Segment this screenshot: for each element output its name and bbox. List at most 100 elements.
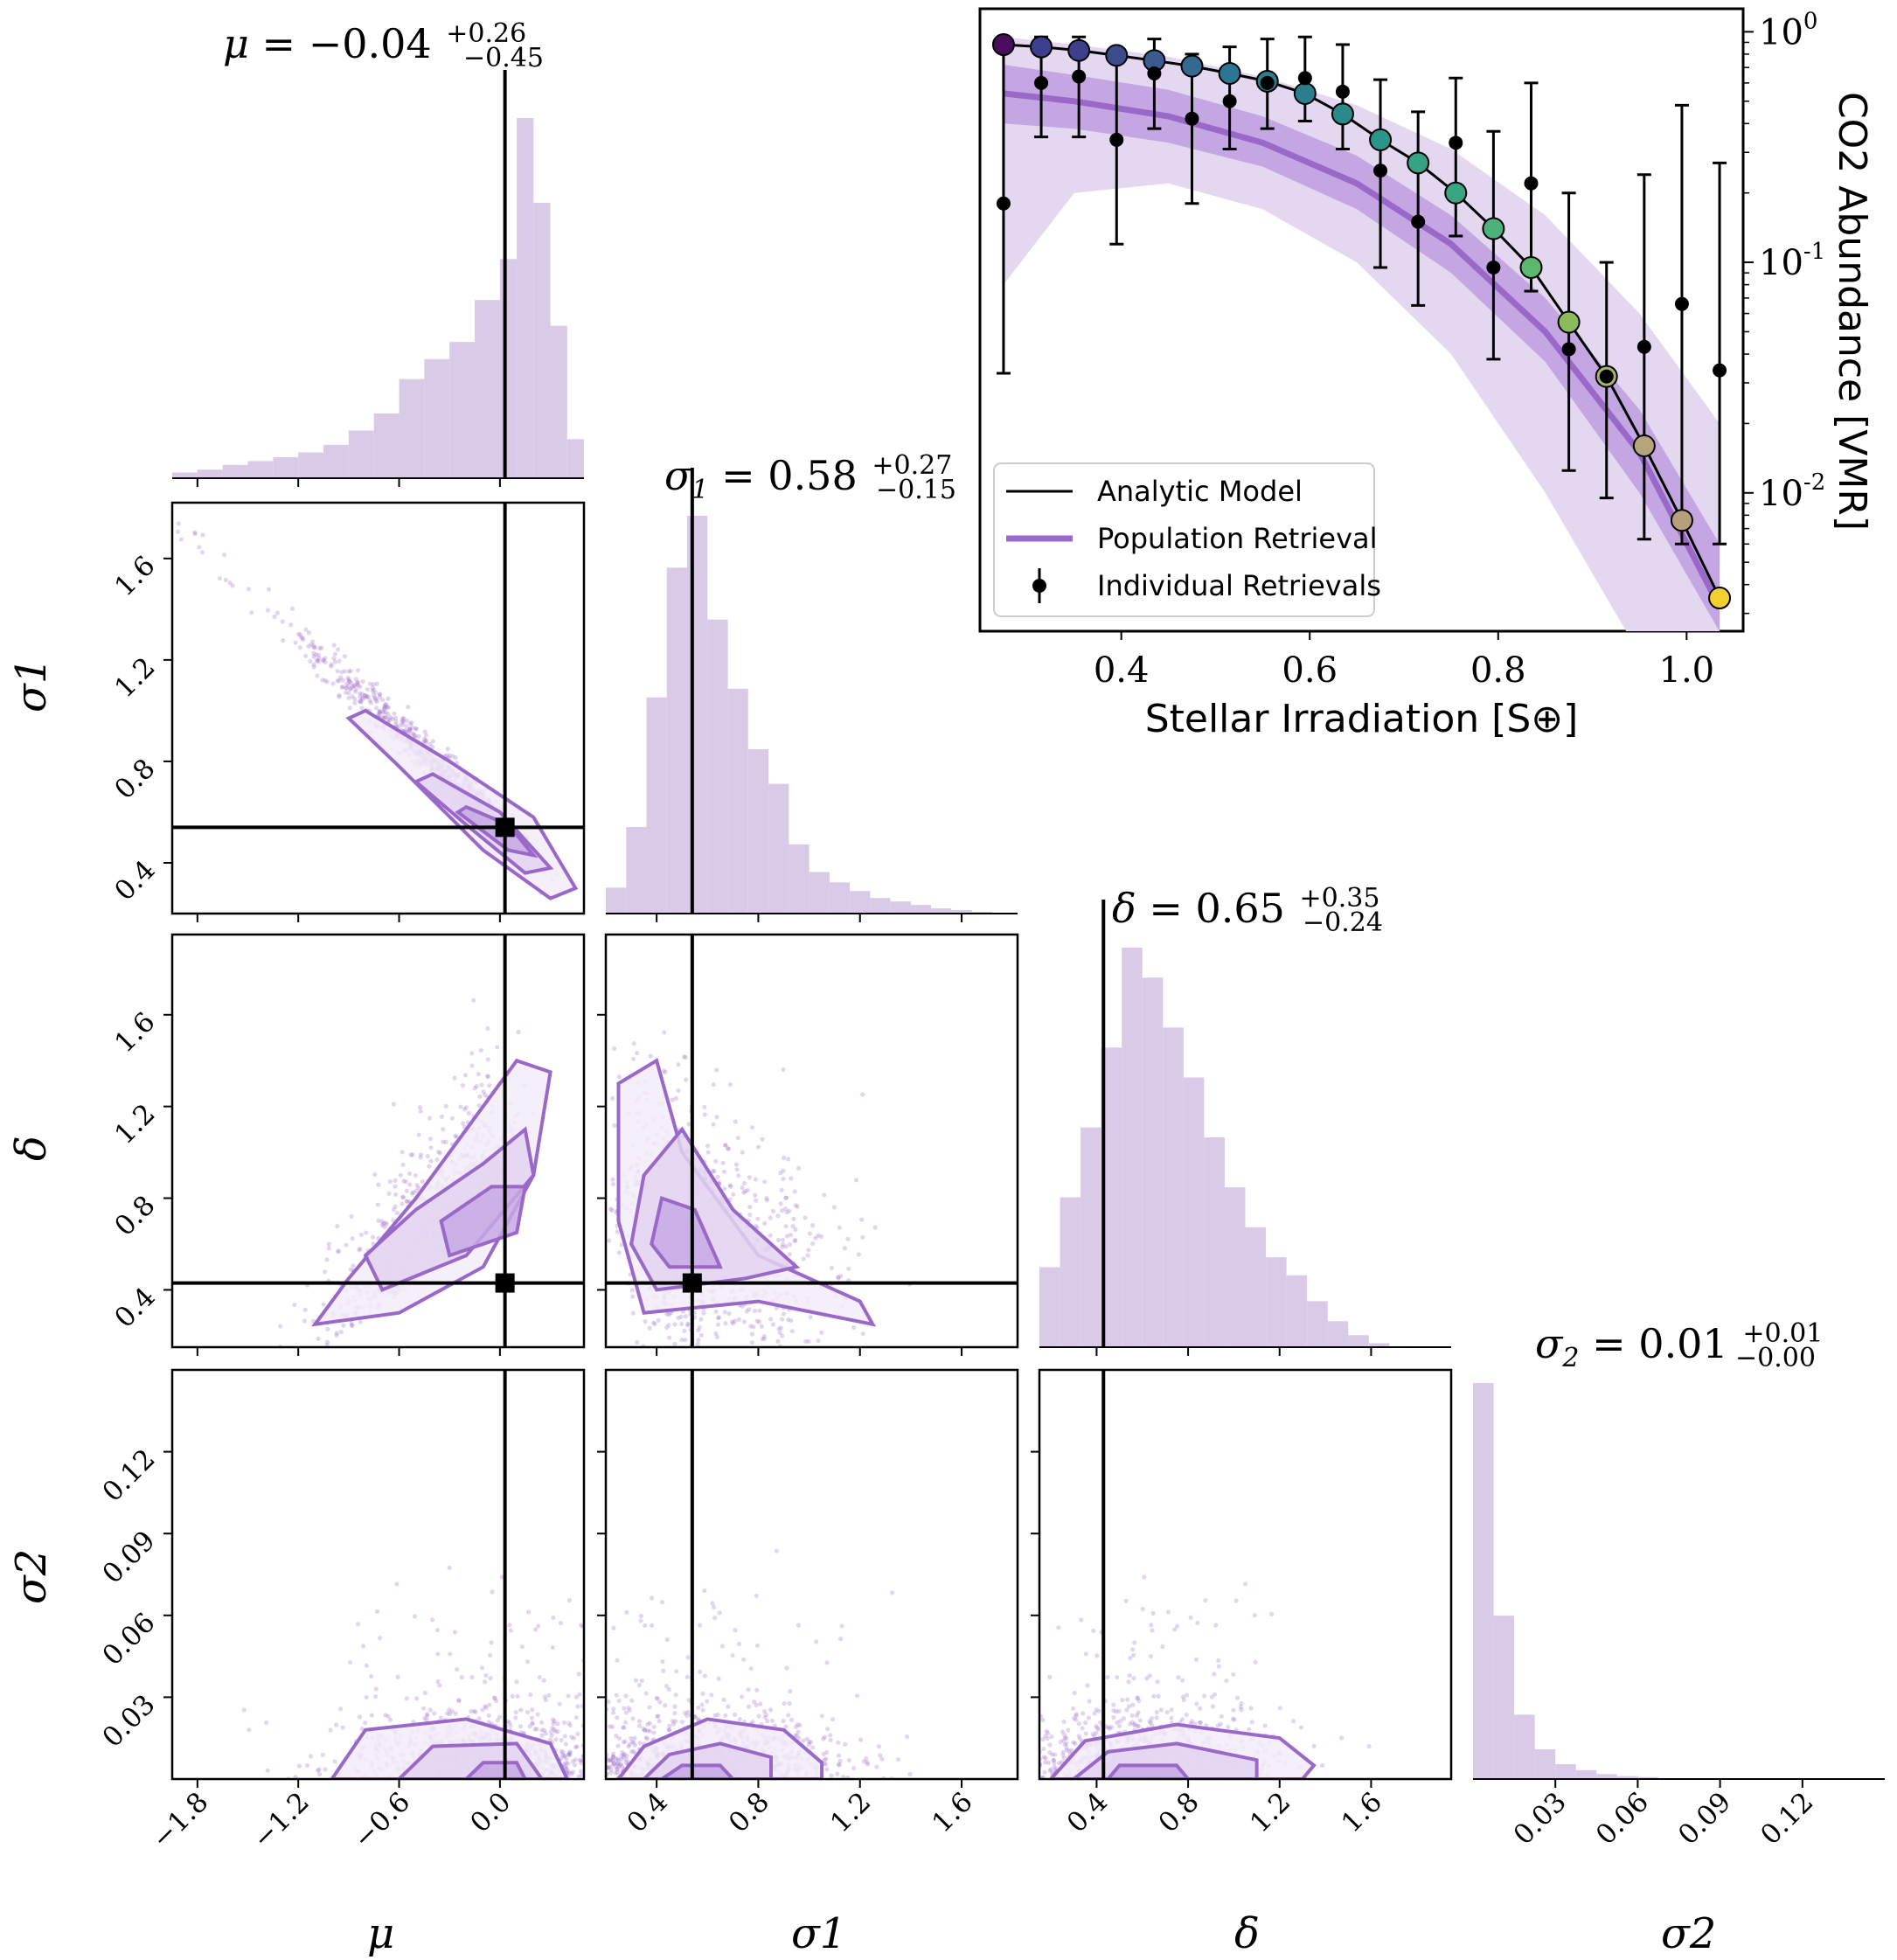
sample-point [393,715,399,720]
sample-point [340,678,346,683]
sample-point [441,1127,446,1132]
sample-point [575,1704,580,1709]
sample-point [666,1727,672,1733]
sample-point [532,1727,538,1732]
sample-point [823,1762,829,1767]
hist-bar-delta-6 [1163,1027,1184,1347]
sample-point [1179,1678,1185,1683]
sample-point [768,1233,773,1238]
sample-point [796,1735,802,1741]
sample-point [851,1765,857,1771]
sample-point [392,711,397,716]
sample-point [716,1316,721,1321]
sample-point [614,1692,619,1698]
sample-point [1056,1625,1061,1630]
sample-point [371,692,376,698]
sample-point [818,1234,824,1240]
sample-point [1123,1598,1129,1603]
sample-point [1076,1721,1081,1727]
sample-point [614,1764,619,1769]
sample-point [497,1714,503,1720]
sample-point [806,1742,811,1748]
sample-point [733,1119,738,1124]
sample-point [1154,1710,1159,1715]
hist-bar-sigma1-1 [626,827,647,914]
sample-point [365,694,370,699]
sample-point [613,1770,618,1776]
sample-point [684,1713,690,1719]
sample-point [404,1199,409,1204]
sample-point [819,1330,824,1335]
contour-level-3 [463,1761,527,1779]
hist-bar-sigma2-8 [1637,1776,1658,1779]
hist-bar-sigma1-10 [809,872,830,914]
sample-point [795,1204,800,1209]
sample-point [1212,1672,1217,1677]
sample-point [836,1275,841,1281]
hist-bar-sigma1-8 [768,783,789,914]
sample-point [764,1198,770,1203]
sample-point [713,1309,719,1314]
sample-point [406,705,411,710]
panel-mu-vs-sigma1 [172,503,584,914]
hist-bar-mu-16 [550,325,567,478]
sample-point [736,1641,742,1646]
sample-point [358,691,363,696]
sample-point [303,653,309,658]
sample-point [476,1716,482,1721]
sample-point [379,1222,385,1228]
sample-point [444,753,449,758]
sample-point [1044,1728,1049,1734]
sample-point [340,685,345,690]
hist-bar-sigma2-3 [1534,1749,1556,1779]
sample-point [1126,1704,1132,1709]
sample-point [408,1152,413,1157]
sample-point [365,694,371,699]
sample-point [828,1737,833,1743]
sample-point [448,1711,453,1716]
sample-point [313,652,319,657]
sample-point [420,1706,427,1711]
sample-point [829,1773,834,1778]
sample-point [342,669,347,674]
sample-point [683,1711,688,1716]
sample-point [404,1188,410,1193]
sample-point [486,1713,491,1718]
sample-point [860,1234,865,1240]
sample-point [642,1727,648,1734]
sample-point [316,1771,323,1777]
sample-point [778,1201,783,1206]
sample-point [1164,1709,1170,1715]
sample-point [761,1336,768,1341]
sample-point [638,1618,643,1623]
sample-point [525,1659,531,1665]
sample-point [793,1237,798,1243]
sample-point [1092,1711,1097,1716]
sample-point [624,1753,629,1758]
sample-point [437,1683,442,1688]
sample-point [573,1715,579,1720]
sample-point [840,1774,846,1779]
sample-point [374,705,379,711]
sample-point [1056,1761,1062,1766]
sample-point [629,1698,635,1703]
sample-point [1189,1719,1194,1724]
sample-point [619,1242,624,1248]
sample-point [1194,1701,1199,1706]
sample-point [543,1731,548,1736]
sample-point [346,695,351,701]
sample-point [746,1687,751,1692]
sample-point [1064,1741,1069,1747]
sample-point [323,1269,328,1275]
sample-point [730,1652,735,1658]
sample-point [566,1720,572,1726]
histograms [172,70,1885,1780]
sample-point [693,1715,698,1720]
sample-point [364,1694,369,1700]
sample-point [764,1196,769,1201]
sample-point [1132,1640,1137,1645]
sample-point [400,715,406,721]
sample-point [606,1699,611,1705]
sample-point [295,631,302,636]
sample-point [391,1102,396,1107]
